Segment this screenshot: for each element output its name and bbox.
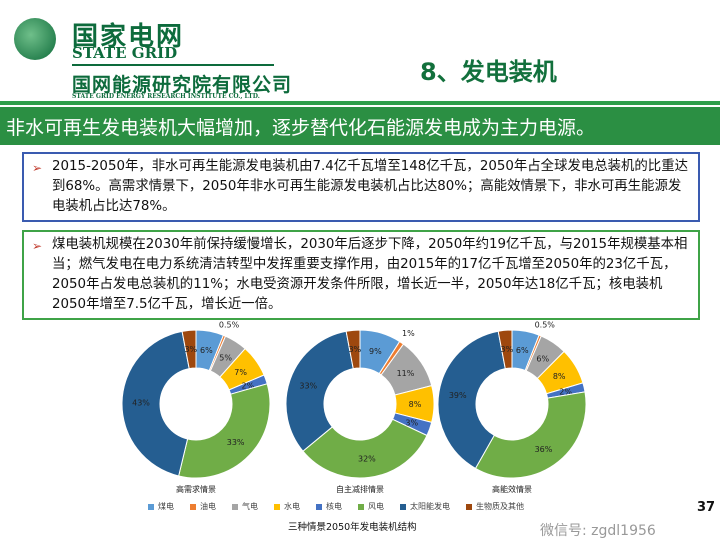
- legend-item: 油电: [190, 501, 216, 512]
- slice-label: 0.5%: [535, 320, 556, 329]
- slice-label: 3%: [184, 345, 197, 354]
- legend-item: 水电: [274, 501, 300, 512]
- donut-slice: [181, 329, 197, 370]
- donut-slice: [178, 383, 271, 479]
- legend-swatch: [358, 503, 364, 510]
- slice-label: 36%: [535, 445, 553, 454]
- chart-legend: 煤电 油电 气电 水电 核电 风电 太阳能发电 生物质及其他: [148, 501, 540, 512]
- legend-item: 风电: [358, 501, 384, 512]
- legend-swatch: [316, 503, 322, 510]
- legend-swatch: [148, 503, 154, 510]
- legend-label: 生物质及其他: [476, 502, 524, 511]
- slice-label: 8%: [409, 400, 422, 409]
- legend-item: 太阳能发电: [400, 501, 450, 512]
- logo-en: STATE GRID: [72, 44, 178, 62]
- arrow-bullet-icon: ➢: [32, 239, 43, 253]
- org-cn: 国网能源研究院有限公司: [72, 74, 293, 96]
- donut-slice: [437, 330, 506, 470]
- legend-label: 核电: [326, 502, 342, 511]
- slice-label: 6%: [536, 354, 549, 363]
- legend-swatch: [466, 503, 472, 510]
- bullet-box-1: ➢ 2015-2050年，非水可再生能源发电装机由7.4亿千瓦增至148亿千瓦，2…: [22, 152, 700, 222]
- slice-label: 33%: [299, 381, 317, 390]
- legend-swatch: [190, 503, 196, 510]
- legend-swatch: [232, 503, 238, 510]
- bullet-box-2: ➢ 煤电装机规模在2030年前保持缓慢增长，2030年后逐步下降，2050年约19…: [22, 230, 700, 320]
- slice-label: 33%: [227, 438, 245, 447]
- legend-label: 油电: [200, 502, 216, 511]
- chart-title-2: 自主减排情景: [336, 485, 384, 494]
- donut-slice: [121, 330, 190, 477]
- page-number: 37: [697, 500, 716, 515]
- legend-label: 水电: [284, 502, 300, 511]
- slice-label: 7%: [234, 368, 247, 377]
- legend-item: 核电: [316, 501, 342, 512]
- legend-label: 气电: [242, 502, 258, 511]
- legend-item: 煤电: [148, 501, 174, 512]
- slice-label: 1%: [402, 329, 415, 338]
- legend-swatch: [274, 503, 280, 510]
- bullet-text: 煤电装机规模在2030年前保持缓慢增长，2030年后逐步下降，2050年约19亿…: [52, 237, 688, 312]
- slice-label: 2%: [559, 388, 572, 397]
- chart-caption: 三种情景2050年发电装机结构: [288, 522, 417, 533]
- legend-item: 气电: [232, 501, 258, 512]
- slice-label: 3%: [500, 345, 513, 354]
- slice-label: 3%: [348, 345, 361, 354]
- legend-label: 太阳能发电: [410, 502, 450, 511]
- legend-label: 风电: [368, 502, 384, 511]
- watermark: 微信号: zgdl1956: [540, 523, 656, 539]
- donut-slice: [497, 329, 513, 370]
- slice-label: 43%: [132, 399, 150, 408]
- legend-swatch: [400, 503, 406, 510]
- slice-label: 6%: [516, 346, 529, 355]
- header-divider: [72, 64, 274, 66]
- headline-banner: 非水可再生发电装机大幅增加，逐步替代化石能源发电成为主力电源。: [0, 107, 720, 145]
- slice-label: 5%: [219, 354, 232, 363]
- donut-slice: [474, 391, 587, 479]
- slice-label: 9%: [369, 347, 382, 356]
- slice-label: 6%: [200, 346, 213, 355]
- donut-slice: [345, 329, 361, 370]
- slice-label: 2%: [242, 382, 255, 391]
- state-grid-logo: [14, 18, 56, 60]
- green-divider: [0, 101, 720, 105]
- section-title: 8、发电装机: [420, 58, 557, 86]
- legend-label: 煤电: [158, 502, 174, 511]
- slice-label: 32%: [358, 455, 376, 464]
- donut-slice: [302, 418, 428, 479]
- slice-label: 8%: [553, 372, 566, 381]
- bullet-text: 2015-2050年，非水可再生能源发电装机由7.4亿千瓦增至148亿千瓦，20…: [52, 159, 688, 214]
- slice-label: 11%: [397, 369, 415, 378]
- bullet-list: ➢ 2015-2050年，非水可再生能源发电装机由7.4亿千瓦增至148亿千瓦，2…: [22, 152, 700, 320]
- slice-label: 3%: [405, 419, 418, 428]
- donut-slice: [285, 330, 354, 452]
- slice-label: 39%: [449, 391, 467, 400]
- arrow-bullet-icon: ➢: [32, 161, 43, 175]
- slice-label: 0.5%: [219, 321, 240, 330]
- legend-item: 生物质及其他: [466, 501, 524, 512]
- org-en: STATE GRID ENERGY RESEARCH INSTITUTE CO.…: [72, 93, 260, 100]
- chart-title-1: 高需求情景: [176, 485, 216, 494]
- logo-cn: 国家电网: [72, 22, 185, 52]
- chart-title-3: 高能效情景: [492, 485, 532, 494]
